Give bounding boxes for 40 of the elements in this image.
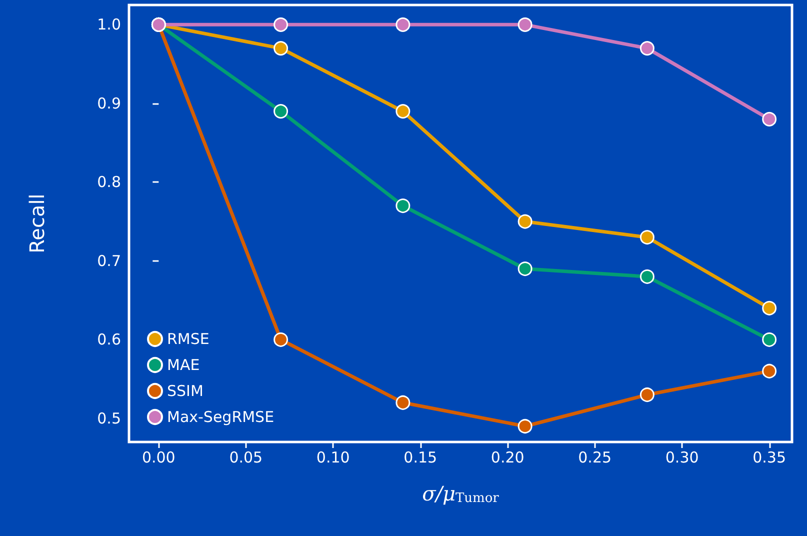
x-tick-label: 0.35 xyxy=(752,448,786,466)
point xyxy=(274,104,288,119)
point xyxy=(518,262,532,276)
x-tick-label: 0.30 xyxy=(665,448,699,466)
point xyxy=(518,419,532,434)
point xyxy=(274,41,288,56)
x-tick-label: 0.00 xyxy=(142,448,176,466)
point xyxy=(762,112,777,126)
point xyxy=(274,332,288,347)
point xyxy=(762,332,777,347)
x-tick-label: 0.20 xyxy=(490,448,524,466)
legend-label: Max-SegRMSE xyxy=(167,408,274,426)
point xyxy=(762,300,777,316)
point xyxy=(396,198,410,214)
y-tick-label: 0.5 xyxy=(97,409,121,428)
legend-label: MAE xyxy=(167,356,200,374)
point xyxy=(274,17,288,32)
legend-label: RMSE xyxy=(167,330,210,348)
point xyxy=(396,395,410,410)
x-axis-title: σ/μTumor xyxy=(422,482,500,506)
point xyxy=(640,230,654,245)
y-tick-label: 0.6 xyxy=(97,330,121,349)
x-tick-label: 0.10 xyxy=(316,448,350,466)
y-tick-label: 0.8 xyxy=(97,173,121,192)
y-axis-title: Recall xyxy=(25,194,49,254)
y-tick-label: 0.7 xyxy=(97,252,121,270)
point xyxy=(640,269,654,284)
x-tick-label: 0.25 xyxy=(578,448,612,466)
legend-label: SSIM xyxy=(167,382,204,400)
point xyxy=(640,41,654,56)
y-tick-label: 0.9 xyxy=(97,94,121,112)
point xyxy=(762,364,777,378)
y-tick-label: 1.0 xyxy=(97,16,121,34)
x-tick-label: 0.15 xyxy=(404,448,438,466)
x-tick-label: 0.05 xyxy=(229,448,263,466)
point xyxy=(518,214,532,229)
point xyxy=(640,388,654,402)
point xyxy=(396,104,410,119)
point xyxy=(396,17,410,32)
point xyxy=(518,17,532,32)
